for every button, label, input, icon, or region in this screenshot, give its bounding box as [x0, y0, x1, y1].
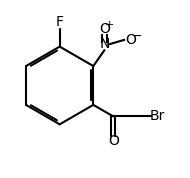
Text: O: O: [99, 22, 110, 36]
Text: N: N: [99, 38, 110, 51]
Text: O: O: [108, 134, 119, 148]
Text: Br: Br: [150, 109, 165, 123]
Text: O: O: [126, 33, 137, 47]
Text: F: F: [56, 15, 64, 29]
Text: −: −: [131, 30, 142, 43]
Text: +: +: [105, 20, 114, 30]
